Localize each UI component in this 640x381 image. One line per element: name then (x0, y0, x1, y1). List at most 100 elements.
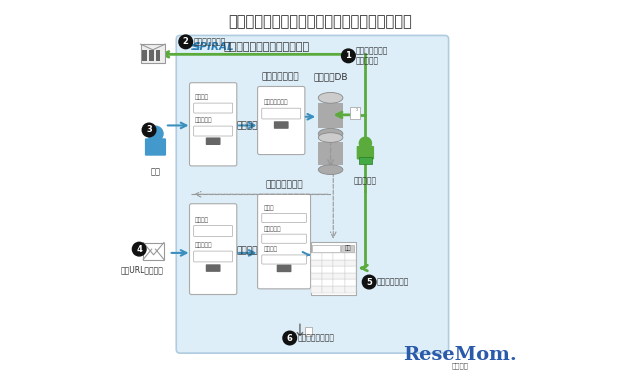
Polygon shape (318, 103, 343, 128)
FancyBboxPatch shape (310, 286, 322, 293)
Text: 学生支援給付金申請システム: 学生支援給付金申請システム (223, 42, 310, 52)
Text: 2: 2 (183, 37, 189, 46)
Text: ReseMom.: ReseMom. (403, 346, 517, 364)
FancyBboxPatch shape (312, 245, 340, 252)
FancyBboxPatch shape (350, 107, 360, 118)
FancyBboxPatch shape (143, 54, 147, 58)
FancyBboxPatch shape (310, 253, 322, 259)
Text: ログイン: ログイン (237, 121, 258, 130)
Text: 5: 5 (366, 277, 372, 287)
Text: 通帳画像: 通帳画像 (263, 247, 277, 252)
Text: 学生: 学生 (150, 168, 161, 177)
FancyBboxPatch shape (149, 54, 154, 58)
Ellipse shape (318, 128, 343, 139)
Circle shape (342, 49, 355, 62)
FancyBboxPatch shape (149, 58, 154, 61)
FancyBboxPatch shape (145, 138, 166, 156)
FancyBboxPatch shape (333, 259, 344, 266)
Text: リサマム: リサマム (451, 362, 468, 368)
FancyBboxPatch shape (274, 121, 289, 129)
FancyBboxPatch shape (143, 242, 164, 259)
FancyBboxPatch shape (322, 279, 333, 286)
FancyBboxPatch shape (194, 103, 232, 113)
FancyBboxPatch shape (310, 259, 322, 266)
FancyBboxPatch shape (310, 273, 322, 279)
Text: 6: 6 (287, 333, 292, 343)
FancyBboxPatch shape (189, 83, 237, 166)
FancyBboxPatch shape (156, 50, 160, 54)
FancyBboxPatch shape (322, 286, 333, 293)
FancyBboxPatch shape (176, 35, 449, 353)
FancyBboxPatch shape (262, 255, 307, 264)
FancyBboxPatch shape (206, 264, 221, 272)
Circle shape (132, 242, 146, 256)
Polygon shape (318, 142, 343, 165)
Circle shape (179, 35, 193, 49)
Circle shape (362, 275, 376, 289)
FancyBboxPatch shape (262, 213, 307, 223)
Text: 学籍番号: 学籍番号 (195, 217, 209, 223)
FancyBboxPatch shape (194, 126, 232, 136)
FancyBboxPatch shape (143, 50, 147, 54)
FancyBboxPatch shape (149, 50, 154, 54)
Text: 必要書類の発送: 必要書類の発送 (194, 37, 227, 46)
FancyBboxPatch shape (344, 273, 356, 279)
FancyBboxPatch shape (194, 251, 232, 262)
FancyBboxPatch shape (333, 253, 344, 259)
FancyBboxPatch shape (206, 138, 221, 145)
FancyBboxPatch shape (257, 86, 305, 155)
Ellipse shape (318, 93, 343, 103)
FancyBboxPatch shape (143, 58, 147, 61)
Text: 3: 3 (146, 125, 152, 134)
Text: 文面URLクリック: 文面URLクリック (121, 266, 164, 274)
Text: メールアドレス: メールアドレス (263, 100, 288, 105)
FancyBboxPatch shape (189, 204, 237, 295)
FancyBboxPatch shape (257, 194, 310, 289)
FancyBboxPatch shape (322, 273, 333, 279)
Text: 学生支援給付金申請システム　サービス概要図: 学生支援給付金申請システム サービス概要図 (228, 14, 412, 30)
FancyBboxPatch shape (333, 279, 344, 286)
FancyBboxPatch shape (156, 58, 160, 61)
Text: 4: 4 (136, 245, 142, 254)
FancyBboxPatch shape (333, 286, 344, 293)
Ellipse shape (318, 133, 343, 142)
Text: SPIRAL: SPIRAL (193, 42, 235, 52)
Circle shape (142, 123, 156, 137)
Text: 支店コード: 支店コード (263, 226, 281, 232)
FancyBboxPatch shape (194, 226, 232, 237)
FancyBboxPatch shape (310, 242, 356, 295)
FancyBboxPatch shape (344, 259, 356, 266)
FancyBboxPatch shape (310, 279, 322, 286)
Text: ログイン: ログイン (237, 247, 258, 256)
Text: 申請管理DB: 申請管理DB (314, 72, 348, 82)
FancyBboxPatch shape (344, 253, 356, 259)
Ellipse shape (318, 165, 343, 174)
Circle shape (283, 331, 296, 345)
Text: 銀行名: 銀行名 (263, 205, 274, 211)
FancyBboxPatch shape (341, 245, 355, 252)
Text: 給付担当者: 給付担当者 (354, 176, 377, 185)
Text: 申請内容の承認: 申請内容の承認 (377, 277, 409, 287)
Text: パスワード: パスワード (195, 118, 212, 123)
FancyBboxPatch shape (333, 266, 344, 273)
FancyBboxPatch shape (276, 265, 291, 272)
Circle shape (148, 126, 163, 141)
FancyBboxPatch shape (322, 259, 333, 266)
Text: パスワード: パスワード (195, 243, 212, 248)
FancyBboxPatch shape (333, 273, 344, 279)
Text: 1: 1 (346, 51, 351, 60)
FancyBboxPatch shape (322, 253, 333, 259)
Text: 振込先リスト出力: 振込先リスト出力 (298, 333, 335, 343)
Text: ≤: ≤ (189, 40, 200, 53)
FancyBboxPatch shape (358, 157, 372, 164)
Text: 検索: 検索 (344, 246, 351, 251)
Text: 学籍番号: 学籍番号 (195, 95, 209, 100)
Text: ログイン情報を
インポート: ログイン情報を インポート (356, 46, 388, 66)
FancyBboxPatch shape (356, 146, 374, 160)
FancyBboxPatch shape (156, 54, 160, 58)
FancyBboxPatch shape (322, 266, 333, 273)
FancyBboxPatch shape (344, 279, 356, 286)
FancyBboxPatch shape (305, 327, 312, 336)
Text: ↓: ↓ (292, 322, 306, 339)
Circle shape (359, 137, 371, 149)
